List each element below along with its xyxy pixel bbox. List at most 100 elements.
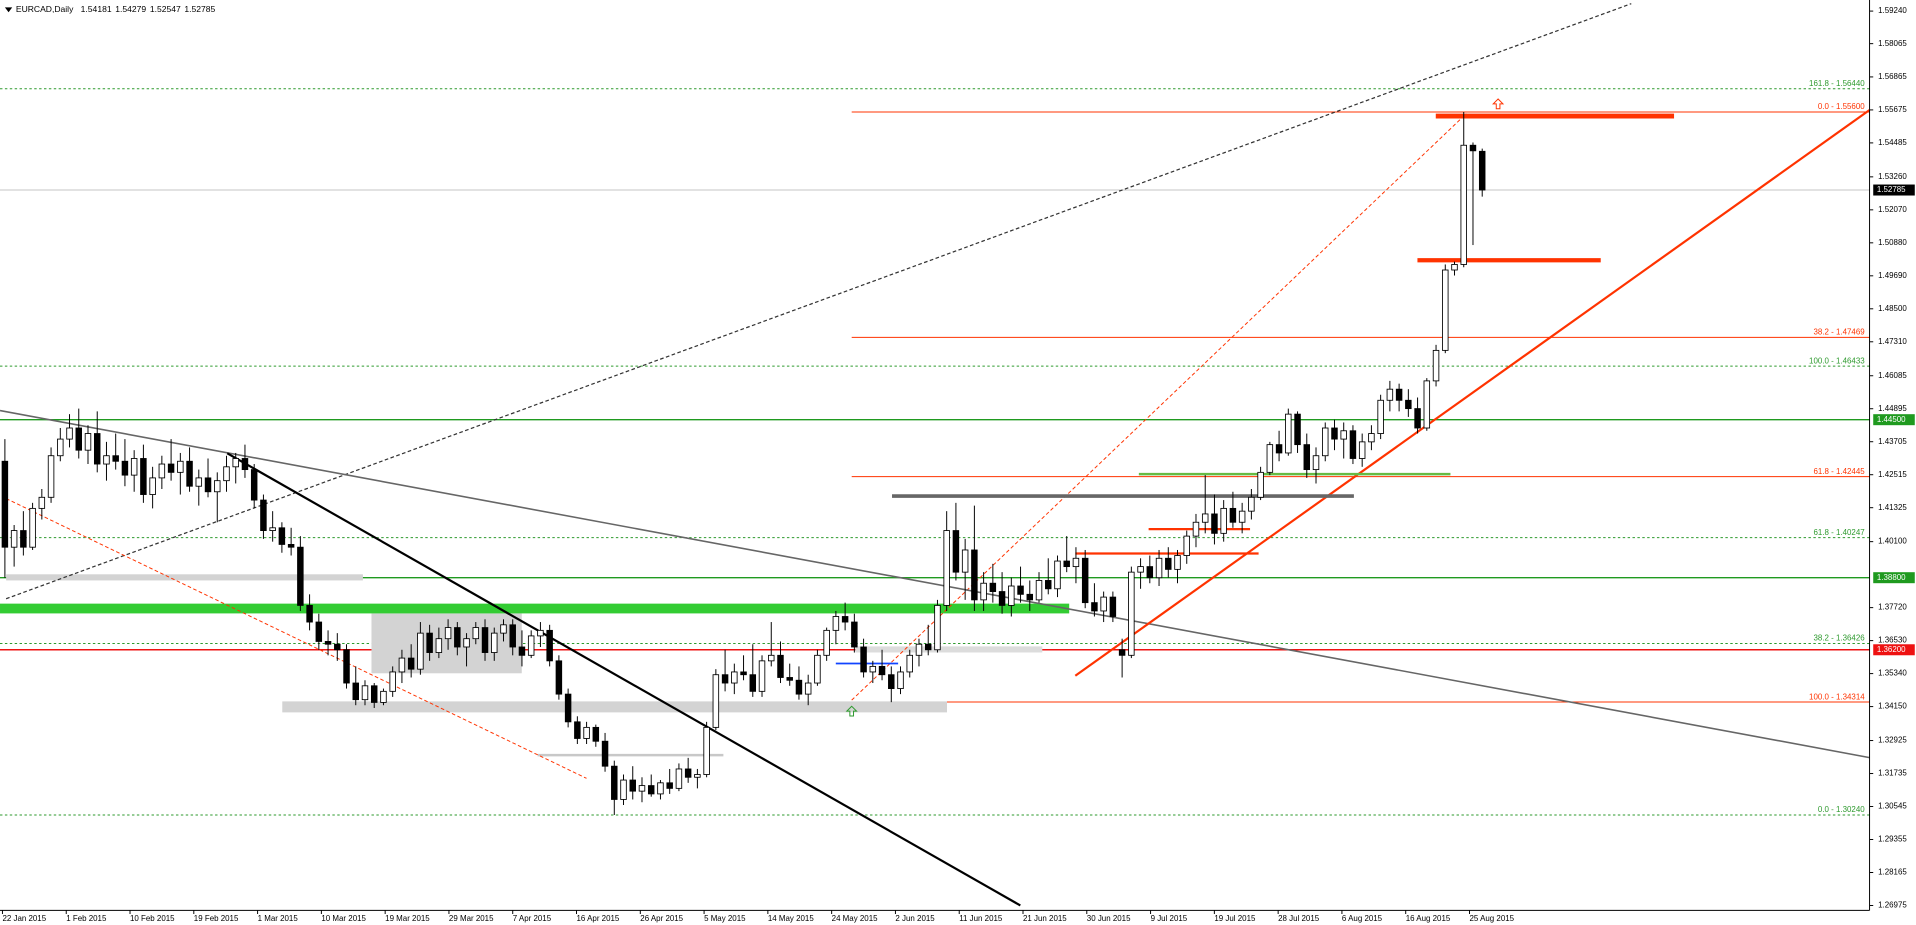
candle-body (1063, 560, 1070, 568)
candle-body (620, 779, 627, 800)
candle-body (93, 433, 101, 465)
candle-body (1478, 150, 1486, 191)
candle-body (1008, 585, 1015, 606)
candle-body (1340, 430, 1347, 440)
candle-body (1, 460, 9, 548)
symbol: EURCAD,Daily (16, 4, 74, 14)
y-tick-label: 1.30545 (1878, 802, 1907, 811)
fib-label: 61.8 - 1.42445 (1813, 467, 1865, 476)
x-tick-label: 30 Jun 2015 (1087, 914, 1131, 923)
candle-body (518, 646, 526, 656)
x-tick-label: 24 May 2015 (832, 914, 878, 923)
candle-body (1054, 560, 1061, 590)
price-tag (1873, 572, 1915, 584)
candle-body (749, 674, 757, 692)
price-tag-label: 1.44500 (1877, 415, 1906, 424)
candle-body (897, 671, 904, 690)
candle-body (1165, 557, 1172, 570)
candle-body (952, 530, 960, 573)
candle-body (1266, 444, 1274, 473)
candle-body (1238, 510, 1246, 523)
candle-body (435, 638, 443, 653)
candle-body (1229, 507, 1237, 523)
price-tag (1873, 414, 1915, 426)
candle-body (297, 546, 304, 606)
candle-body (1322, 427, 1329, 457)
candle-body (38, 496, 46, 509)
zone (855, 646, 1043, 653)
close: 1.52785 (184, 4, 215, 14)
candle-body (223, 466, 230, 482)
candle-body (1414, 408, 1421, 429)
y-tick-label: 1.42515 (1878, 470, 1907, 479)
candle-body (140, 458, 147, 495)
candle-body (426, 632, 433, 653)
candle-body (454, 627, 461, 648)
candle-body (214, 480, 221, 493)
y-tick-label: 1.37720 (1878, 603, 1907, 612)
price-tag-label: 1.38800 (1877, 573, 1906, 582)
candle-body (1423, 380, 1431, 429)
candle-body (417, 632, 424, 670)
open: 1.54181 (81, 4, 112, 14)
candle-body (380, 690, 387, 703)
candle-body (269, 527, 276, 531)
y-tick-label: 1.55675 (1878, 105, 1907, 114)
fib-label: 38.2 - 1.36426 (1813, 634, 1865, 643)
candle-body (527, 635, 535, 656)
price-tag-label: 1.36200 (1877, 645, 1906, 654)
candle-body (1017, 585, 1024, 595)
zone (282, 701, 948, 713)
candle-body (370, 685, 378, 703)
candle-body (629, 779, 636, 792)
y-tick-label: 1.58065 (1878, 39, 1907, 48)
zone (371, 613, 522, 674)
candle-body (721, 674, 729, 684)
candle-body (10, 530, 18, 548)
candle-body (195, 477, 203, 487)
x-tick-label: 9 Jul 2015 (1151, 914, 1188, 923)
candle-body (463, 638, 470, 648)
candle-body (712, 674, 720, 728)
candle-body (75, 427, 82, 451)
candle-body (1275, 444, 1283, 454)
y-tick-label: 1.29355 (1878, 835, 1907, 844)
candle-body (1155, 557, 1163, 579)
candle-body (758, 660, 766, 692)
candle-body (1109, 596, 1117, 617)
candle-body (130, 458, 138, 476)
trend-line (5, 3, 1632, 600)
candle-body (343, 649, 350, 684)
y-tick-label: 1.26975 (1878, 901, 1907, 910)
candle-body (768, 654, 775, 662)
candle-body (1183, 535, 1190, 556)
candle-body (1469, 144, 1477, 152)
candle-body (1432, 349, 1440, 382)
candle-body (20, 530, 27, 548)
candle-body (1257, 471, 1264, 498)
candle-body (167, 463, 175, 473)
trend-line (0, 409, 1870, 759)
candle-body (260, 499, 267, 531)
low: 1.52547 (150, 4, 181, 14)
candle-body (740, 671, 747, 676)
trend-line (1074, 109, 1871, 677)
candle-body (814, 654, 821, 684)
candle-body (971, 549, 978, 601)
candle-body (121, 460, 129, 476)
price-tag-label: 1.52785 (1877, 185, 1906, 194)
candle-body (1045, 580, 1052, 590)
candle-body (804, 682, 812, 695)
candle-body (583, 726, 590, 739)
y-tick-label: 1.41325 (1878, 503, 1907, 512)
x-tick-label: 19 Feb 2015 (194, 914, 239, 923)
candle-body (1331, 427, 1338, 440)
candle-body (84, 433, 92, 451)
x-tick-label: 16 Apr 2015 (577, 914, 620, 923)
x-tick-label: 28 Jul 2015 (1278, 914, 1320, 923)
candle-body (1128, 571, 1135, 656)
candle-body (29, 507, 36, 548)
candle-body (777, 654, 784, 678)
candle-body (158, 463, 166, 479)
